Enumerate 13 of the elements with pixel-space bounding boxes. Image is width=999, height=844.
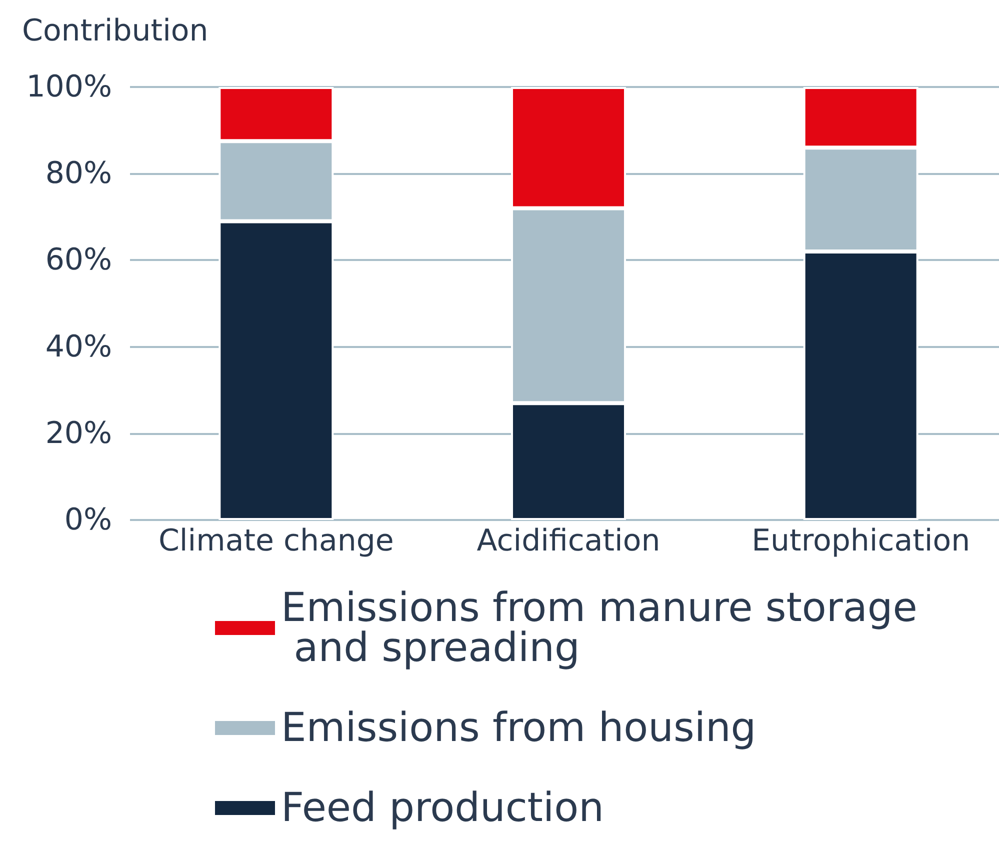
x-tick-label: Climate change — [158, 524, 394, 558]
y-axis-title: Contribution — [22, 14, 208, 48]
legend-label: Emissions from housing — [281, 705, 756, 751]
y-tick-label: 80% — [45, 156, 112, 192]
y-tick-label: 20% — [45, 416, 112, 451]
y-tick-label: 0% — [64, 502, 112, 538]
legend-label: Feed production — [281, 785, 604, 831]
x-tick-label: Eutrophication — [752, 524, 970, 558]
y-tick-label: 100% — [26, 70, 112, 104]
legend-label: Emissions from manure storage and spreading — [281, 585, 918, 671]
y-tick-label: 60% — [45, 242, 112, 278]
y-tick-label: 40% — [45, 329, 112, 364]
x-tick-label: Acidification — [476, 524, 660, 558]
